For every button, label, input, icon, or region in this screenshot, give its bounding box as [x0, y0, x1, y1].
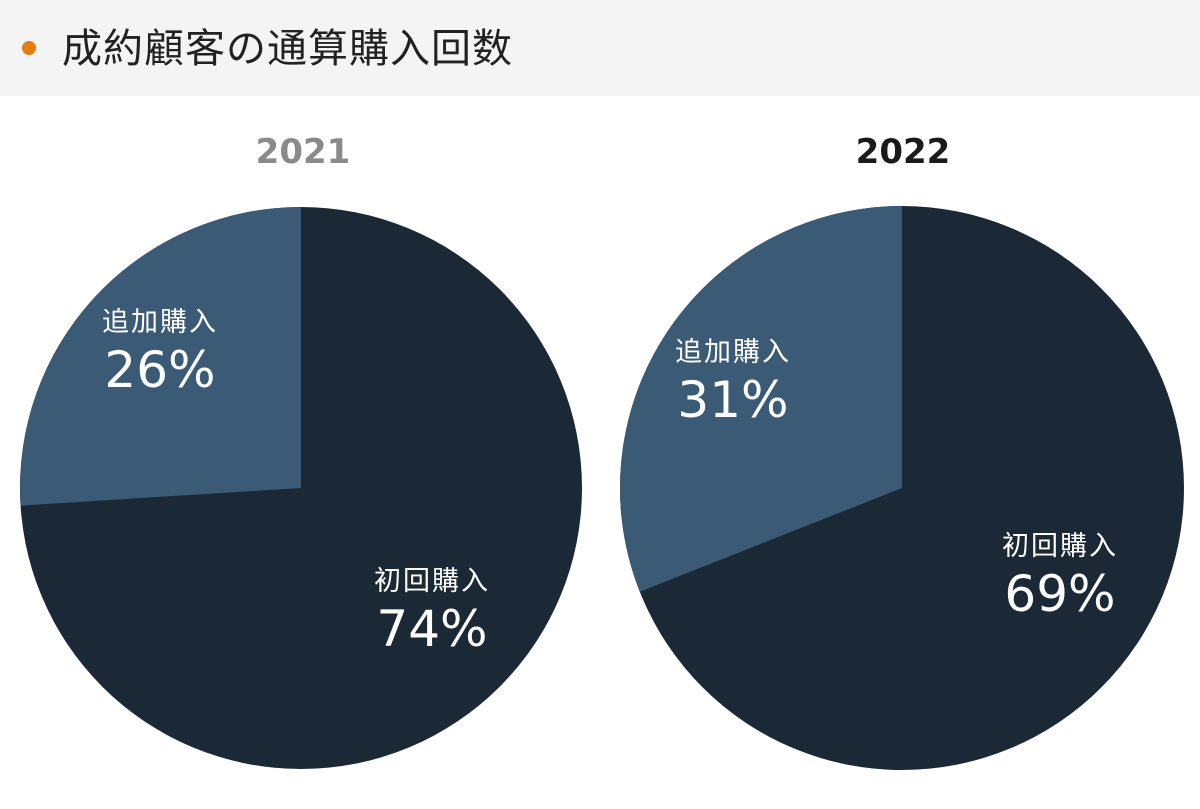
pie-2022-additional-purchase — [620, 206, 902, 592]
label-2021-first: 初回購入 74% — [374, 566, 490, 658]
label-2022-additional: 追加購入 31% — [675, 337, 791, 429]
year-label-2021: 2021 — [255, 132, 351, 172]
page-title: 成約顧客の通算購入回数 — [62, 26, 513, 72]
label-2021-additional: 追加購入 26% — [102, 307, 218, 399]
year-label-2022: 2022 — [855, 132, 951, 172]
pie-2021-additional-purchase — [20, 207, 301, 506]
bullet-dot-icon — [22, 41, 36, 55]
label-2022-first: 初回購入 69% — [1002, 531, 1118, 623]
chart-header: 成約顧客の通算購入回数 — [0, 0, 1200, 96]
